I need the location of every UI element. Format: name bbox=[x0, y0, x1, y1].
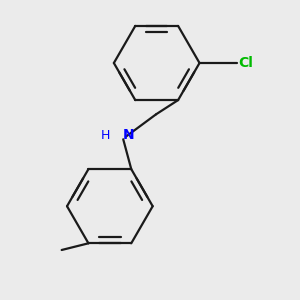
Text: Cl: Cl bbox=[238, 56, 253, 70]
Text: H: H bbox=[100, 129, 110, 142]
Text: N: N bbox=[123, 128, 135, 142]
